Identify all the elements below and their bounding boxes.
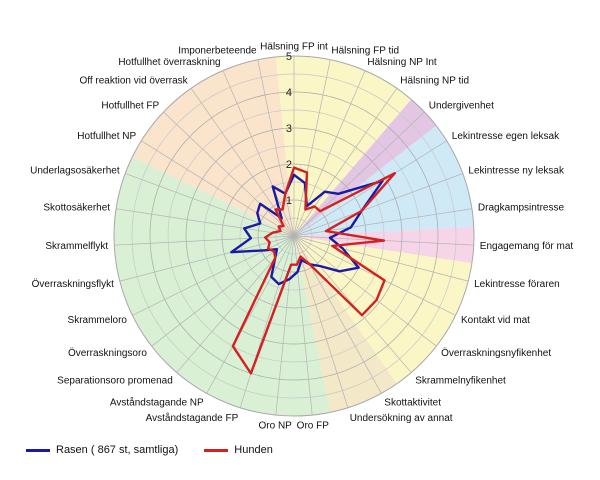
category-label-11: Överraskningsnyfikenhet bbox=[441, 347, 551, 359]
radar-series bbox=[230, 166, 396, 375]
spoke-27 bbox=[163, 111, 295, 237]
sector-band-6 bbox=[114, 156, 331, 416]
spoke-14 bbox=[293, 235, 349, 408]
legend-item-rasen: Rasen ( 867 st, samtliga) bbox=[26, 444, 178, 456]
spoke-12 bbox=[293, 235, 412, 373]
legend-swatch-hunden bbox=[204, 448, 229, 452]
legend-label-rasen: Rasen ( 867 st, samtliga) bbox=[56, 444, 179, 456]
category-label-16: Oro NP bbox=[259, 421, 293, 432]
category-label-7: Dragkampsintresse bbox=[478, 203, 565, 214]
tick-label-4: 4 bbox=[286, 87, 292, 99]
spoke-17 bbox=[239, 235, 295, 408]
spoke-25 bbox=[125, 173, 295, 237]
spoke-7 bbox=[293, 208, 472, 237]
category-label-20: Överraskningsoro bbox=[68, 347, 147, 359]
legend-label-hunden: Hunden bbox=[234, 444, 273, 456]
category-label-14: Undersökning av annat bbox=[350, 413, 453, 424]
sector-band-0 bbox=[275, 56, 412, 237]
tick-label-2: 2 bbox=[286, 159, 292, 171]
sector-band-4 bbox=[294, 236, 472, 384]
legend-item-hunden: Hunden bbox=[204, 444, 273, 456]
category-label-23: Skrammelflykt bbox=[45, 241, 108, 252]
category-label-17: Avståndstagande FP bbox=[146, 412, 239, 424]
spoke-5 bbox=[293, 140, 447, 237]
category-label-9: Lekintresse föraren bbox=[474, 279, 560, 290]
category-label-1: Hälsning FP tid bbox=[331, 45, 399, 56]
spoke-20 bbox=[151, 235, 295, 347]
sector-band-7 bbox=[132, 56, 294, 236]
legend: Rasen ( 867 st, samtliga) Hunden bbox=[26, 444, 273, 456]
category-label-4: Undergivenhet bbox=[429, 101, 494, 112]
spoke-10 bbox=[293, 235, 456, 316]
spoke-4 bbox=[293, 111, 425, 237]
spoke-1 bbox=[293, 59, 331, 237]
series-line-rasen bbox=[230, 173, 384, 286]
series-line-hunden bbox=[231, 166, 396, 375]
category-label-15: Oro FP bbox=[297, 421, 330, 432]
spoke-11 bbox=[293, 235, 437, 347]
sector-band-3 bbox=[294, 226, 475, 264]
tick-label-1: 1 bbox=[286, 195, 292, 207]
category-label-29: Hotfullhet överraskning bbox=[118, 57, 220, 68]
sector-band-5 bbox=[294, 236, 397, 413]
category-label-8: Engagemang för mat bbox=[480, 241, 574, 252]
category-label-30: Imponerbeteende bbox=[178, 45, 257, 56]
category-label-6: Lekintresse ny leksak bbox=[468, 166, 565, 177]
spoke-24 bbox=[116, 208, 295, 237]
radar-grid bbox=[113, 55, 475, 417]
category-label-10: Kontakt vid mat bbox=[461, 315, 530, 326]
category-label-26: Hotfullhet NP bbox=[77, 131, 136, 142]
category-label-2: Hälsning NP Int bbox=[367, 57, 437, 68]
radar-spokes bbox=[114, 56, 474, 416]
radial-tick-labels: 1 2 3 4 5 bbox=[286, 51, 292, 207]
tick-label-5: 5 bbox=[286, 51, 292, 63]
spoke-9 bbox=[293, 235, 469, 282]
sector-band-2 bbox=[294, 125, 474, 236]
category-label-19: Separationsoro promenad bbox=[57, 376, 173, 387]
tick-label-3: 3 bbox=[286, 123, 292, 135]
category-label-24: Skottosäkerhet bbox=[43, 203, 110, 214]
spoke-30 bbox=[257, 59, 295, 237]
spoke-3 bbox=[293, 88, 398, 237]
spoke-18 bbox=[206, 235, 295, 394]
category-label-21: Skrammeloro bbox=[68, 315, 128, 326]
spoke-22 bbox=[119, 235, 295, 282]
category-label-5: Lekintresse egen leksak bbox=[452, 131, 560, 142]
category-label-27: Hotfullhet FP bbox=[101, 101, 159, 112]
category-label-25: Underlagsosäkerhet bbox=[30, 166, 120, 177]
category-label-13: Skottaktivitet bbox=[384, 398, 441, 409]
category-label-22: Överraskningsflykt bbox=[32, 278, 114, 290]
spoke-6 bbox=[293, 173, 463, 237]
category-label-12: Skrammelnyfikenhet bbox=[415, 376, 506, 387]
category-label-0: Hälsning FP int bbox=[260, 42, 328, 53]
legend-swatch-rasen bbox=[26, 448, 50, 452]
category-label-28: Off reaktion vid överrask bbox=[79, 76, 188, 87]
spoke-26 bbox=[141, 140, 295, 237]
category-label-18: Avståndstagande NP bbox=[110, 397, 204, 409]
category-label-3: Hälsning NP tid bbox=[400, 76, 469, 87]
